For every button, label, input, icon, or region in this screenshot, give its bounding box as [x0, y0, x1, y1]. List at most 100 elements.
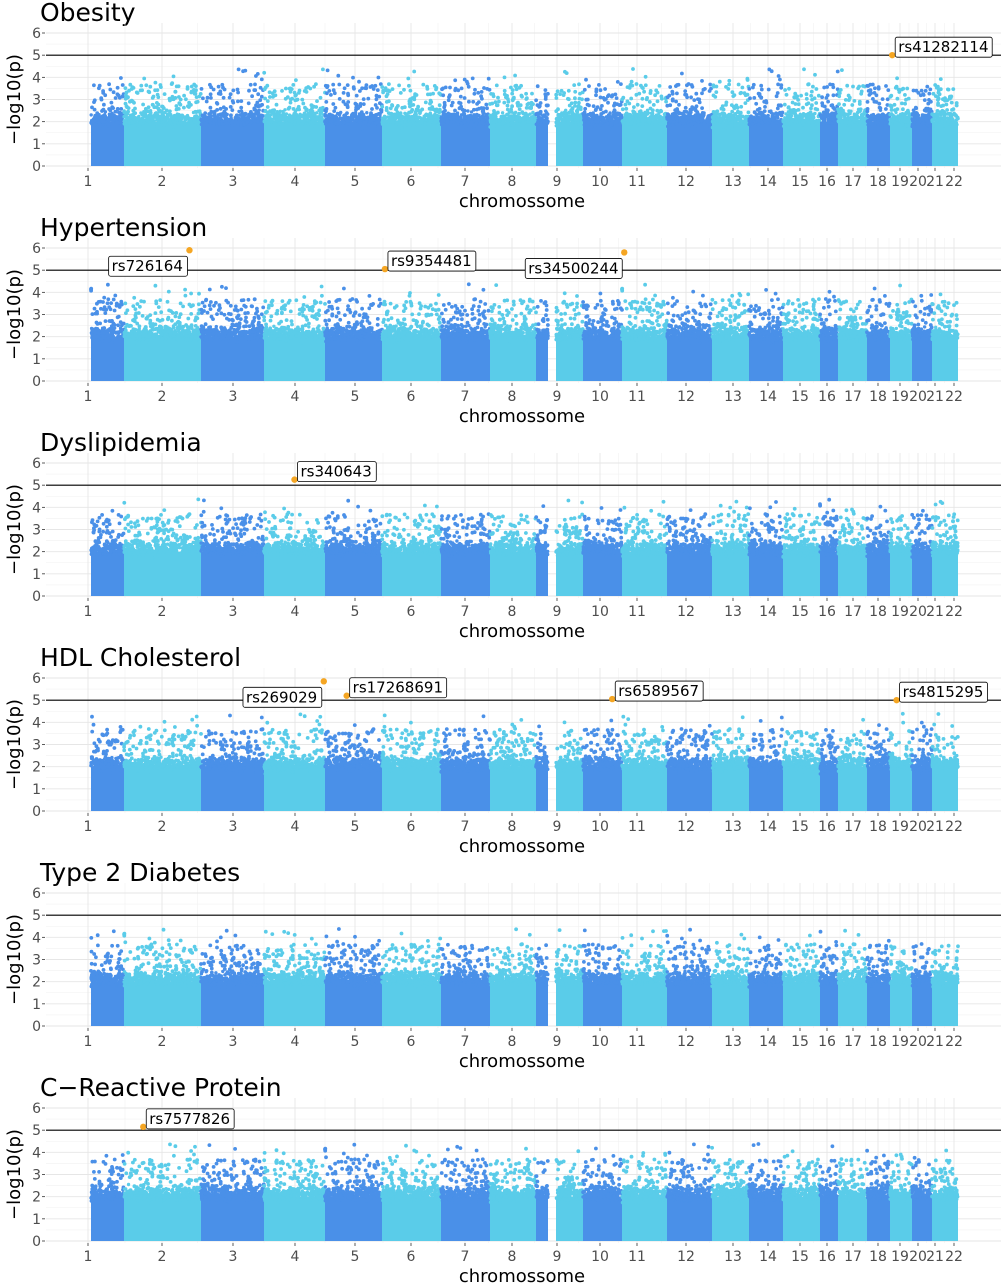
snp-point [208, 83, 212, 87]
snp-point [280, 89, 284, 93]
snp-point [123, 122, 126, 125]
snp-point [124, 86, 128, 90]
snp-point [213, 114, 216, 117]
y-tick-label: 0 [32, 159, 41, 175]
snp-point [92, 83, 96, 87]
snp-point [237, 68, 241, 72]
snp-point [236, 100, 240, 104]
snp-point [259, 86, 263, 90]
snp-point [253, 114, 256, 117]
snp-point [140, 88, 144, 92]
snp-point [253, 83, 257, 87]
snp-point [104, 125, 107, 128]
snp-point [167, 112, 170, 115]
snp-point [237, 116, 240, 119]
snp-point [244, 112, 247, 115]
snp-point [252, 118, 255, 121]
snp-point [182, 106, 186, 110]
snp-point [98, 125, 101, 128]
snp-point [151, 118, 154, 121]
snp-point [199, 92, 203, 96]
snp-point [116, 92, 120, 96]
snp-point [180, 117, 183, 120]
chrom-1-base [91, 122, 124, 166]
snp-point [177, 101, 181, 105]
snp-point [193, 123, 196, 126]
snp-point [217, 120, 220, 123]
snp-point [212, 88, 216, 92]
snp-point [209, 106, 213, 110]
snp-point [102, 120, 105, 123]
snp-point [119, 115, 122, 118]
snp-point [254, 74, 258, 78]
snp-point [121, 83, 125, 87]
snp-point [127, 121, 130, 124]
snp-point [133, 107, 137, 111]
snp-point [231, 89, 235, 93]
snp-point [219, 92, 223, 96]
snp-point [258, 108, 261, 111]
snp-point [146, 119, 149, 122]
snp-point [215, 101, 219, 105]
snp-point [103, 113, 106, 116]
snp-point [194, 100, 198, 104]
chrom-4-base [264, 122, 325, 166]
snp-point [242, 123, 245, 126]
snp-point [101, 89, 105, 93]
snp-point [228, 96, 232, 100]
snp-point [108, 88, 112, 92]
snp-point [217, 85, 221, 89]
snp-point [190, 90, 194, 94]
snp-point [97, 86, 101, 90]
snp-point [106, 122, 109, 125]
snp-point [241, 69, 245, 73]
snp-point [258, 98, 262, 102]
snp-point [148, 85, 152, 89]
snp-point [132, 101, 136, 105]
snp-point [108, 113, 111, 116]
snp-point [184, 97, 188, 101]
snp-point [133, 111, 136, 114]
snp-point [212, 121, 215, 124]
snp-point [175, 115, 178, 118]
snp-point [171, 97, 175, 101]
scatter-points [89, 67, 959, 166]
snp-point [160, 105, 164, 109]
snp-point [182, 94, 186, 98]
snp-point [110, 101, 114, 105]
snp-point [205, 123, 208, 126]
snp-point [239, 99, 243, 103]
snp-point [130, 87, 134, 91]
snp-point [186, 104, 190, 108]
snp-point [145, 109, 149, 113]
snp-point [239, 113, 242, 116]
snp-point [151, 123, 154, 126]
snp-point [159, 83, 163, 87]
snp-point [147, 90, 151, 94]
snp-point [114, 96, 118, 100]
y-tick-label: 5 [32, 48, 41, 64]
snp-point [107, 107, 111, 111]
snp-point [158, 115, 161, 118]
manhattan-plot-figure: Obesity0123456rs412821141 2 3 4 5 6 7 8 9 10 11 12 1… [0, 0, 1003, 1286]
snp-point [168, 121, 171, 124]
snp-point [122, 111, 125, 114]
snp-point [249, 121, 252, 124]
snp-point [205, 100, 209, 104]
snp-point [139, 84, 143, 88]
snp-point [175, 85, 179, 89]
snp-point [113, 118, 116, 121]
snp-point [174, 121, 177, 124]
snp-point [215, 108, 219, 112]
snp-point [252, 107, 256, 111]
snp-point [141, 112, 144, 115]
snp-point [229, 105, 233, 109]
snp-point [172, 116, 175, 119]
snp-point [98, 120, 101, 123]
snp-point [170, 81, 174, 85]
snp-point [136, 91, 140, 95]
snp-point [155, 116, 158, 119]
snp-point [107, 82, 111, 86]
snp-point [151, 103, 155, 107]
